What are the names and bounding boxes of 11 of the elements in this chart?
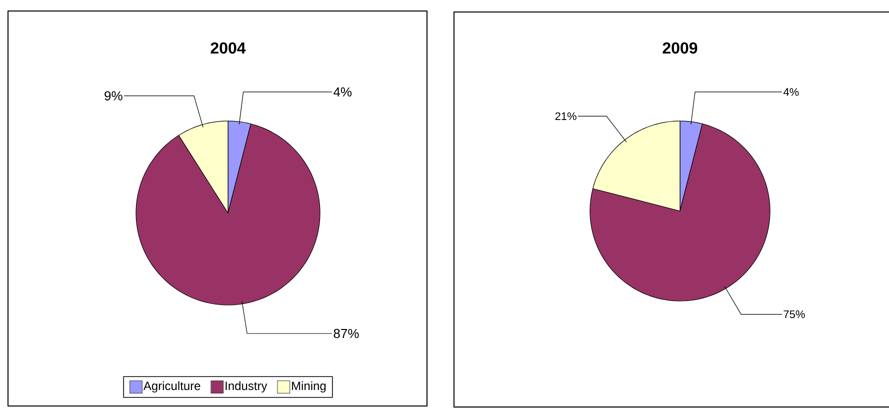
data-label: 4%	[783, 88, 799, 96]
data-label: 87%	[334, 328, 359, 338]
legend-label: Mining	[292, 381, 326, 392]
chart-title: 2009	[662, 42, 698, 54]
chart-title: 2004	[210, 42, 246, 54]
legend-label: Agriculture	[143, 381, 200, 392]
legend-label: Industry	[226, 381, 268, 392]
data-label: 9%	[104, 91, 122, 100]
data-label: 4%	[334, 87, 352, 97]
data-label: 75%	[784, 310, 805, 318]
data-label: 21%	[555, 112, 576, 120]
